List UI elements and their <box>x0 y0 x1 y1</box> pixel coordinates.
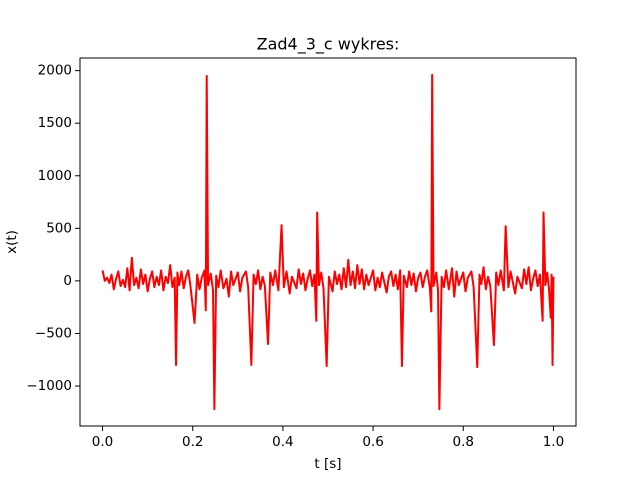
y-tick-label: −1000 <box>26 378 72 394</box>
y-tick-label: 2000 <box>38 63 72 79</box>
y-tick-label: 1000 <box>38 168 72 184</box>
x-tick-label: 0.8 <box>453 434 474 450</box>
y-axis-label: x(t) <box>4 230 20 254</box>
y-tick-label: −500 <box>35 325 72 341</box>
x-tick-label: 1.0 <box>543 434 564 450</box>
x-tick-label: 0.2 <box>182 434 203 450</box>
y-tick-label: 500 <box>46 220 72 236</box>
x-axis-label: t [s] <box>314 456 341 472</box>
y-tick-label: 1500 <box>38 115 72 131</box>
chart-title: Zad4_3_c wykres: <box>257 35 400 55</box>
x-tick-label: 0.6 <box>362 434 383 450</box>
x-tick-label: 0.0 <box>92 434 113 450</box>
y-tick-label: 0 <box>63 273 72 289</box>
x-tick-label: 0.4 <box>272 434 293 450</box>
line-series <box>101 73 555 411</box>
plot-frame <box>79 57 577 427</box>
